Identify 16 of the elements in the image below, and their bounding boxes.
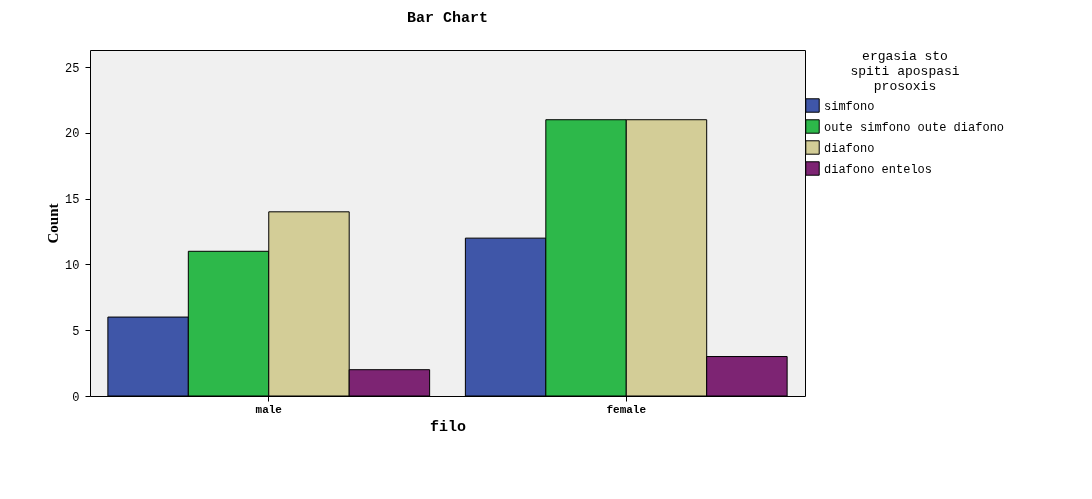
y-axis-title: Count [45,203,62,244]
legend-label: simfono [824,99,875,114]
y-tick-label: 20 [65,127,80,142]
x-tick-label: male [255,403,283,416]
x-tick-label: female [606,403,647,416]
legend-label: diafono entelos [824,162,933,177]
legend-label: diafono [824,141,875,156]
y-tick-label: 0 [72,390,80,405]
x-axis-title: filo [429,418,467,436]
y-tick-label: 25 [65,61,80,76]
y-tick-label: 15 [65,193,80,208]
y-tick-label: 5 [72,324,80,339]
chart-title: Bar Chart [406,10,489,27]
legend-label: oute simfono oute diafono [824,120,1005,135]
legend-title: ergasia sto spiti apospasi prosoxis [850,49,960,94]
y-tick-label: 10 [65,258,80,273]
